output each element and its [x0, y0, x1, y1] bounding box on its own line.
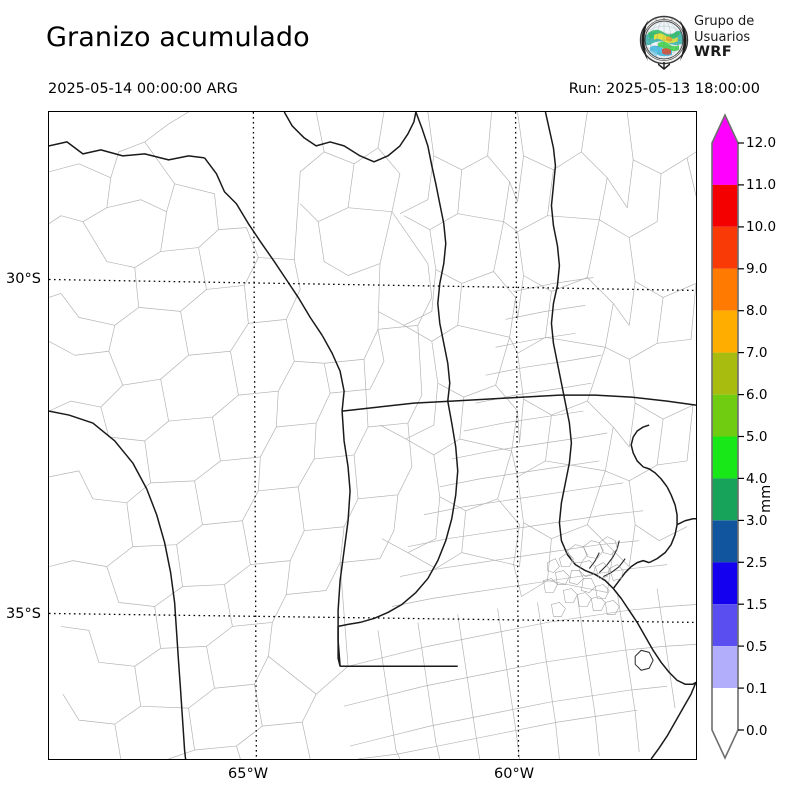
colorbar-tick-3: 3.0 [746, 513, 768, 529]
valid-time-label: 2025-05-14 00:00:00 ARG [48, 81, 238, 97]
colorbar-tick-9: 9.0 [746, 261, 768, 277]
axis-label-lon-60w: 60°W [494, 766, 535, 782]
logo-line-1: Grupo de [694, 14, 755, 29]
colorbar-tick-2p5: 2.5 [746, 555, 768, 571]
logo-line-3: WRF [694, 44, 732, 60]
logo-line-2: Usuarios [694, 29, 751, 45]
colorbar-tick-12: 12.0 [746, 135, 777, 151]
axis-label-lat-30s: 30°S [6, 271, 41, 287]
colorbar-tick-10: 10.0 [746, 219, 777, 235]
logo-text: Grupo de Usuarios WRF [694, 14, 794, 61]
colorbar[interactable]: 12.0 11.0 10.0 9.0 8.0 7.0 6.0 5.0 4.0 3… [700, 105, 800, 765]
colorbar-tick-8: 8.0 [746, 303, 768, 319]
colorbar-tick-6: 6.0 [746, 387, 768, 403]
colorbar-gradient [711, 113, 744, 760]
colorbar-tick-0: 0.0 [746, 723, 768, 739]
axis-label-lat-35s: 35°S [6, 606, 41, 622]
axis-label-lon-65w: 65°W [228, 766, 269, 782]
run-time-label: Run: 2025-05-13 18:00:00 [568, 81, 760, 97]
colorbar-tick-11: 11.0 [746, 177, 777, 193]
map-panel[interactable] [48, 111, 697, 760]
colorbar-tick-0p5: 0.5 [746, 639, 768, 655]
logo: Grupo de Usuarios WRF [636, 12, 796, 74]
colorbar-tick-5: 5.0 [746, 429, 768, 445]
colorbar-tick-7: 7.0 [746, 345, 768, 361]
colorbar-tick-1p5: 1.5 [746, 597, 768, 613]
colorbar-tick-4: 4.0 [746, 471, 768, 487]
colorbar-tick-0p1: 0.1 [746, 681, 768, 697]
page-title: Granizo acumulado [46, 22, 310, 53]
colorbar-unit-label: mm [758, 484, 774, 513]
wrf-globe-logo-icon [639, 15, 689, 70]
map-geography [49, 112, 696, 759]
